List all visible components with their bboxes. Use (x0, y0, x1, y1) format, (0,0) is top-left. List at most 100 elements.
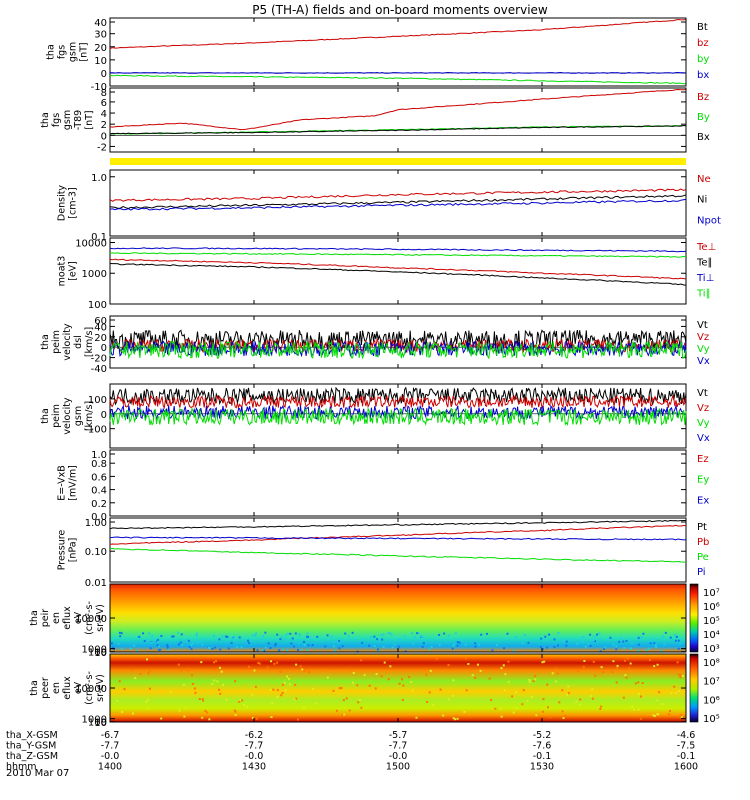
spectrogram-pixel (254, 634, 257, 637)
spectrogram-pixel (257, 661, 260, 664)
spectrogram-pixel (443, 632, 446, 635)
y-tick-label: 4 (101, 109, 107, 120)
time-axis-value: 1500 (386, 762, 410, 773)
spectrogram-pixel (602, 671, 605, 674)
spectrogram-pixel (458, 641, 461, 644)
spectrogram-pixel (656, 663, 659, 666)
spectrogram-pixel (315, 702, 318, 705)
y-tick-label: -2 (97, 142, 107, 153)
spectrogram-pixel (507, 660, 510, 663)
spectrogram-pixel (330, 635, 333, 638)
spectrogram-pixel (558, 701, 561, 704)
y-axis-label: E=-VxB (57, 465, 68, 500)
time-axis-value: -0.0 (389, 751, 408, 762)
spectrogram-pixel (295, 697, 298, 700)
spectrogram-pixel (410, 681, 413, 684)
time-axis-value: 1430 (242, 762, 266, 773)
spectrogram-pixel (150, 642, 153, 645)
y-axis-label: [km/s] (84, 401, 95, 431)
spectrogram-pixel (604, 646, 607, 649)
spectrogram-pixel (233, 635, 236, 638)
spectrogram-pixel (276, 696, 279, 699)
spectrogram-pixel (213, 646, 216, 649)
spectrogram-pixel (616, 667, 619, 670)
colorbar-tick-label: 10⁴ (703, 630, 720, 641)
spectrogram-pixel (579, 703, 582, 706)
spectrogram-pixel (500, 667, 503, 670)
y-tick-label: 0.8 (91, 459, 107, 470)
spectrogram-pixel (675, 635, 678, 638)
spectrogram-pixel (332, 645, 335, 648)
spectrogram-pixel (401, 698, 404, 701)
spectrogram-pixel (177, 643, 180, 646)
plot-title: P5 (TH-A) fields and on-board moments ov… (252, 3, 548, 17)
spectrogram-pixel (464, 657, 467, 660)
spectrogram-pixel (418, 639, 421, 642)
spectrogram-pixel (272, 688, 275, 691)
spectrogram-pixel (430, 645, 433, 648)
panel-frame (109, 17, 687, 87)
legend-item: by (697, 54, 709, 65)
spectrogram-pixel (247, 665, 250, 668)
spectrogram-pixel (653, 642, 656, 645)
spectrogram-pixel (625, 639, 628, 642)
spectrogram-pixel (120, 632, 123, 635)
y-tick-label: 0.1 (91, 232, 107, 243)
legend-item: Vz (697, 332, 709, 343)
spectrogram-pixel (215, 660, 218, 663)
spectrogram-pixel (282, 648, 285, 651)
spectrogram-pixel (298, 633, 301, 636)
spectrogram-pixel (183, 715, 186, 718)
y-axis-label: en (51, 682, 62, 694)
spectrogram-pixel (116, 699, 119, 702)
spectrogram-pixel (225, 698, 228, 701)
spectrogram-pixel (200, 640, 203, 643)
spectrogram-pixel (467, 663, 470, 666)
spectrogram-pixel (500, 715, 503, 718)
spectrogram-pixel (179, 641, 182, 644)
spectrogram-pixel (247, 641, 250, 644)
spectrogram-pixel (333, 640, 336, 643)
spectrogram-pixel (421, 635, 424, 638)
y-axis-label: eV (73, 681, 84, 694)
spectrogram-pixel (261, 649, 264, 652)
spectrogram-pixel (246, 706, 249, 709)
spectrogram-pixel (303, 640, 306, 643)
spectrogram-pixel (577, 670, 580, 673)
spectrogram-pixel (564, 714, 567, 717)
spectrogram-pixel (541, 648, 544, 651)
spectrogram-pixel (387, 678, 390, 681)
spectrogram-pixel (341, 645, 344, 648)
spectrogram-pixel (205, 711, 208, 714)
spectrogram-pixel (673, 685, 676, 688)
spectrogram-pixel (528, 678, 531, 681)
spectrogram-pixel (654, 645, 657, 648)
spectrogram-pixel (343, 713, 346, 716)
spectrogram-pixel (600, 666, 603, 669)
spectrogram-pixel (224, 635, 227, 638)
y-tick-label: 60 (94, 316, 107, 327)
spectrogram-pixel (456, 641, 459, 644)
panel-frame (109, 87, 687, 153)
series-Te∥ (109, 263, 687, 286)
spectrogram-pixel (452, 717, 455, 720)
spectrogram-pixel (679, 714, 682, 717)
spectrogram-pixel (195, 632, 198, 635)
spectrogram-pixel (389, 665, 392, 668)
y-tick-label: 1000 (82, 645, 107, 656)
panel-p8: 1.00 0.10 0.01 Pressure [nPa] Pt Pb Pe Pi (57, 517, 709, 589)
spectrogram-pixel (648, 659, 651, 662)
spectrogram-pixel (390, 633, 393, 636)
y-tick-label: -40 (91, 364, 107, 375)
colorbar-tick-label: 10⁷ (703, 588, 720, 599)
spectrogram-pixel (274, 642, 277, 645)
colorbar-tick-label: 10⁶ (703, 602, 720, 613)
spectrogram-pixel (233, 709, 236, 712)
spectrogram-pixel (675, 692, 678, 695)
spectrogram-pixel (167, 648, 170, 651)
spectrogram-pixel (338, 687, 341, 690)
spectrogram-pixel (561, 689, 564, 692)
spectrogram-pixel (280, 694, 283, 697)
spectrogram-pixel (530, 695, 533, 698)
